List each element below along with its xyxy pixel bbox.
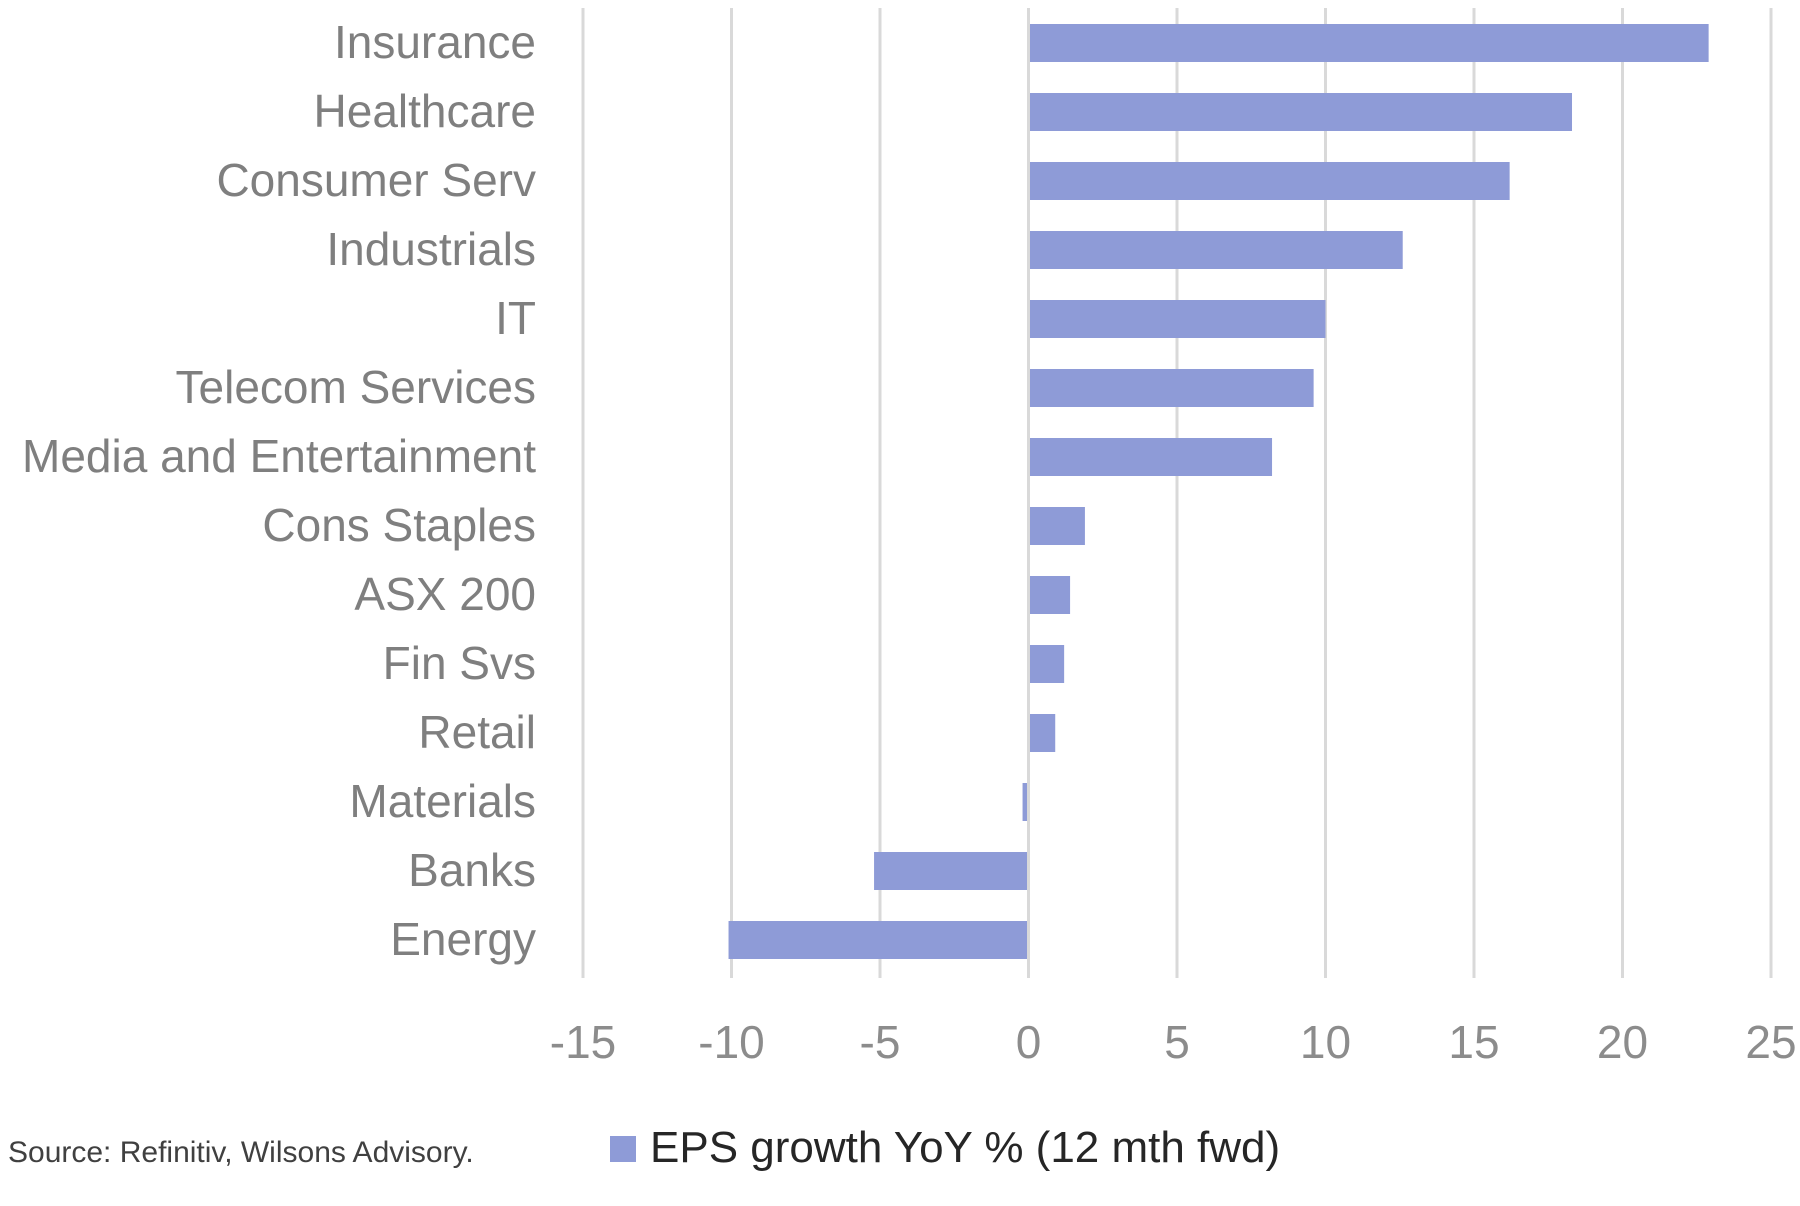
bar-fin-svs	[1028, 645, 1065, 683]
category-label-healthcare: Healthcare	[314, 85, 536, 137]
category-label-energy: Energy	[390, 913, 536, 965]
category-label-asx-200: ASX 200	[354, 568, 536, 620]
category-label-telecom-services: Telecom Services	[176, 361, 536, 413]
x-tick-label--15: -15	[550, 1016, 616, 1068]
bar-cons-staples	[1028, 507, 1085, 545]
source-note: Source: Refinitiv, Wilsons Advisory.	[8, 1136, 474, 1169]
legend-label: EPS growth YoY % (12 mth fwd)	[650, 1123, 1280, 1172]
category-label-retail: Retail	[418, 706, 536, 758]
category-labels: Insurance Healthcare Consumer Serv Industri…	[22, 16, 536, 965]
bar-healthcare	[1028, 93, 1573, 131]
category-label-consumer-serv: Consumer Serv	[216, 154, 536, 206]
bar-banks	[874, 852, 1029, 890]
category-label-industrials: Industrials	[326, 223, 536, 275]
x-tick-label-20: 20	[1597, 1016, 1648, 1068]
category-label-it: IT	[495, 292, 536, 344]
category-label-insurance: Insurance	[334, 16, 536, 68]
x-tick-label-25: 25	[1745, 1016, 1796, 1068]
x-tick-label-10: 10	[1300, 1016, 1351, 1068]
bar-asx-200	[1028, 576, 1071, 614]
category-label-materials: Materials	[349, 775, 536, 827]
category-label-media-and-entertainment: Media and Entertainment	[22, 430, 536, 482]
bar-it	[1028, 300, 1326, 338]
x-tick-label--5: -5	[860, 1016, 901, 1068]
category-label-cons-staples: Cons Staples	[262, 499, 536, 551]
category-label-banks: Banks	[408, 844, 536, 896]
bar-media-and-entertainment	[1028, 438, 1273, 476]
bar-industrials	[1028, 231, 1403, 269]
gridlines	[581, 8, 1773, 978]
bar-telecom-services	[1028, 369, 1314, 407]
x-tick-labels: -15 -10 -5 0 5 10 15 20 25	[550, 1016, 1797, 1068]
bar-insurance	[1028, 24, 1709, 62]
x-tick-label-15: 15	[1448, 1016, 1499, 1068]
category-label-fin-svs: Fin Svs	[383, 637, 536, 689]
bar-energy	[728, 921, 1029, 959]
x-tick-label--10: -10	[698, 1016, 764, 1068]
legend: EPS growth YoY % (12 mth fwd)	[610, 1123, 1280, 1172]
x-tick-label-5: 5	[1164, 1016, 1190, 1068]
bar-consumer-serv	[1028, 162, 1510, 200]
bar-retail	[1028, 714, 1056, 752]
bars	[728, 20, 1709, 966]
x-tick-label-0: 0	[1016, 1016, 1042, 1068]
bar-materials	[1022, 783, 1029, 821]
legend-swatch	[610, 1136, 636, 1162]
